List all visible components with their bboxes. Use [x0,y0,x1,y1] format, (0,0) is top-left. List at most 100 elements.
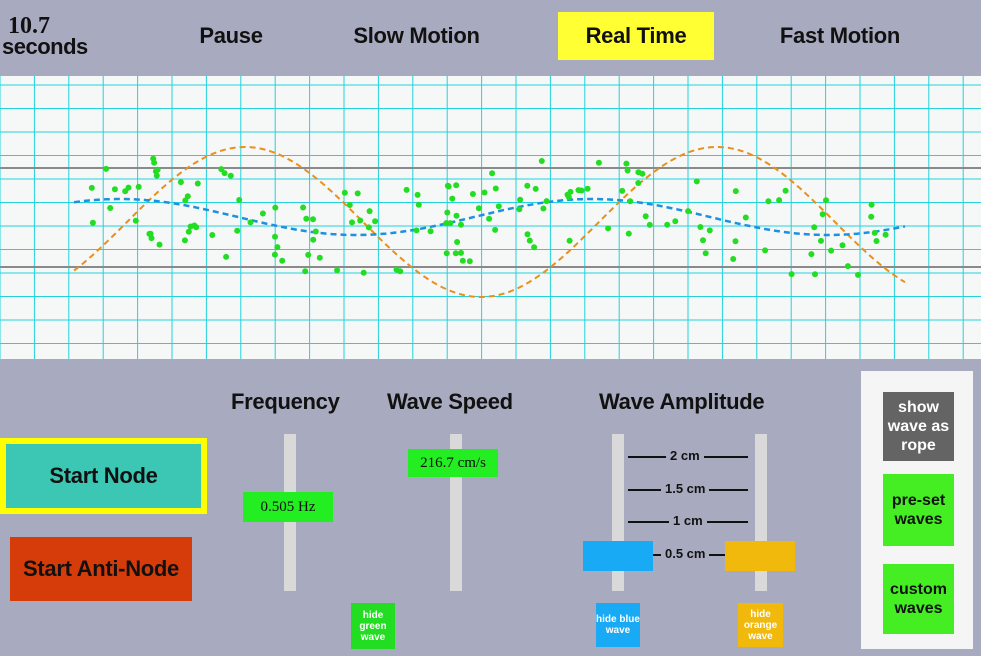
green-wave-particle [538,158,545,164]
green-wave-particle [693,178,700,185]
start-node-button[interactable]: Start Node [0,438,207,514]
green-wave-particle [302,268,309,275]
green-wave-particle [227,172,234,179]
green-wave-particle [619,187,626,194]
green-wave-particle [595,159,602,166]
green-wave-particle [341,189,348,196]
green-wave-particle [646,221,653,228]
green-wave-particle [489,170,496,177]
frequency-slider-handle[interactable]: 0.505 Hz [243,492,333,522]
real-time-button[interactable]: Real Time [558,12,714,60]
green-wave-particle [107,205,114,211]
green-wave-particle [272,233,278,240]
green-wave-particle [279,257,286,264]
green-wave-particle [103,165,110,172]
green-wave-particle [360,269,367,276]
green-wave-particle [234,227,241,234]
green-wave-particle [111,186,118,193]
green-wave-particle [823,197,829,204]
green-wave-particle [445,183,452,190]
elapsed-time-unit: seconds [2,34,88,59]
green-wave-particle [221,170,228,177]
pause-button[interactable]: Pause [199,23,263,48]
green-wave-particle [452,250,459,257]
green-wave-particle [259,210,266,217]
fast-motion-button[interactable]: Fast Motion [779,23,901,48]
blue-amplitude-slider-handle[interactable] [583,541,653,571]
green-wave-particle [871,229,878,236]
green-wave-particle [882,231,889,238]
green-wave-particle [700,237,706,244]
green-wave-particle [151,159,158,166]
green-wave-particle [624,167,631,174]
show-wave-as-rope-button[interactable]: show wave as rope [883,392,954,461]
green-wave-particle [454,239,461,245]
green-wave-particle [697,224,704,230]
green-wave-particle [334,267,341,274]
green-wave-particle [274,244,281,251]
green-wave-particle [818,237,824,244]
green-wave-particle [575,187,582,194]
green-wave-particle [623,160,630,167]
hide-blue-wave-button[interactable]: hide blue wave [596,603,640,647]
green-wave-particle [153,172,160,179]
green-wave-particle [453,182,460,189]
green-wave-particle [706,227,713,234]
amplitude-label-0-5cm: 0.5 cm [661,546,710,561]
hide-orange-wave-button[interactable]: hide orange wave [738,603,783,647]
green-wave-particle [516,206,523,213]
green-wave-particle [88,184,95,191]
amplitude-label-1cm: 1 cm [669,513,707,528]
start-antinode-button[interactable]: Start Anti-Node [10,537,192,601]
green-wave-particle [316,254,323,261]
green-wave-particle [495,203,502,210]
green-wave-particle [146,230,153,237]
green-wave-particle [154,166,161,173]
green-wave-particle [413,227,420,234]
green-wave-particle [702,250,709,257]
hide-green-wave-button[interactable]: hide green wave [351,603,395,649]
green-wave-particle [492,185,499,192]
green-wave-particle [540,205,547,212]
green-wave-particle [565,194,572,201]
green-wave-particle [762,247,769,254]
amplitude-label-1-5cm: 1.5 cm [661,481,710,496]
green-wave-particle [543,198,550,205]
preset-waves-button[interactable]: pre-set waves [883,474,954,546]
green-wave-particle [524,182,531,189]
custom-waves-button[interactable]: custom waves [883,564,954,634]
wave-speed-slider-handle[interactable]: 216.7 cm/s [408,449,498,477]
green-wave-particle [517,196,524,203]
green-wave-particle [605,225,612,232]
green-wave-particle [393,266,400,273]
start-node-label: Start Node [6,444,201,508]
elapsed-time-display: 10.7 seconds [2,14,102,58]
green-wave-particle [272,204,279,211]
green-wave-particle [443,220,450,227]
green-wave-particle [209,232,216,238]
green-wave-particle [305,251,312,258]
slow-motion-button[interactable]: Slow Motion [353,23,480,48]
green-wave-particle [449,195,456,202]
green-wave-particle [312,228,319,235]
green-wave-particle [414,191,421,198]
green-wave-particle [532,185,539,192]
green-wave-particle [372,218,379,225]
grid [0,76,981,359]
green-wave-particle [672,218,679,225]
green-wave-particle [349,219,355,226]
green-wave-particle [458,249,464,256]
green-wave-particle [526,237,533,244]
green-wave-particle [156,241,163,248]
wave-display [0,76,981,359]
frequency-title: Frequency [231,389,340,414]
green-wave-particle [303,215,310,222]
green-wave-particle [125,184,132,191]
green-wave-particle [453,212,460,219]
green-wave-particle [300,204,307,211]
orange-wave [73,145,906,298]
green-wave-particles [88,155,889,278]
green-wave-particle [812,271,818,278]
green-wave-particle [366,208,373,215]
orange-amplitude-slider-handle[interactable] [725,541,795,571]
